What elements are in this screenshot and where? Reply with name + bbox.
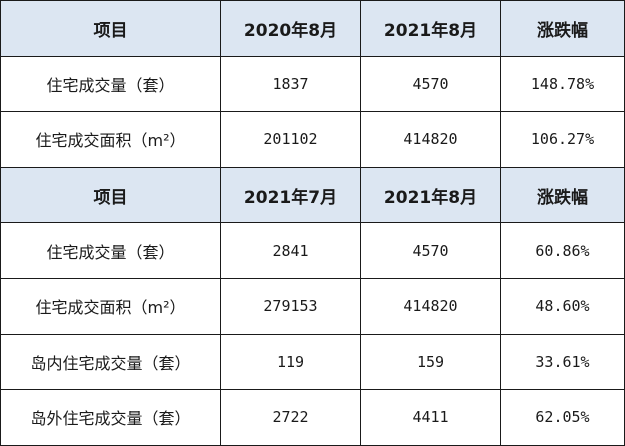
value-cell: 60.86%: [500, 222, 625, 279]
value-cell: 279153: [220, 277, 361, 335]
header-cell: 2021年8月: [360, 166, 501, 224]
row-label: 住宅成交面积（m²）: [0, 277, 221, 335]
value-cell: 106.27%: [500, 111, 625, 168]
header-cell: 涨跌幅: [500, 0, 625, 57]
row-label: 住宅成交量（套）: [0, 222, 221, 279]
header-cell: 2021年7月: [220, 166, 361, 224]
value-cell: 148.78%: [500, 55, 625, 113]
value-cell: 119: [220, 333, 361, 391]
value-cell: 4570: [360, 222, 501, 279]
header-cell: 2021年8月: [360, 0, 501, 57]
header-cell: 涨跌幅: [500, 166, 625, 224]
data-row: 住宅成交量（套） 2841 4570 60.86%: [0, 222, 625, 279]
value-cell: 201102: [220, 111, 361, 168]
header-cell: 项目: [0, 0, 221, 57]
data-row: 住宅成交量（套） 1837 4570 148.78%: [0, 55, 625, 113]
header-cell: 2020年8月: [220, 0, 361, 57]
value-cell: 2841: [220, 222, 361, 279]
header-row: 项目 2021年7月 2021年8月 涨跌幅: [0, 166, 625, 224]
value-cell: 48.60%: [500, 277, 625, 335]
value-cell: 33.61%: [500, 333, 625, 391]
data-row: 岛内住宅成交量（套） 119 159 33.61%: [0, 333, 625, 391]
row-label: 岛外住宅成交量（套）: [0, 389, 221, 446]
value-cell: 1837: [220, 55, 361, 113]
row-label: 岛内住宅成交量（套）: [0, 333, 221, 391]
data-row: 住宅成交面积（m²） 279153 414820 48.60%: [0, 277, 625, 335]
value-cell: 414820: [360, 277, 501, 335]
header-row: 项目 2020年8月 2021年8月 涨跌幅: [0, 0, 625, 57]
value-cell: 62.05%: [500, 389, 625, 446]
row-label: 住宅成交量（套）: [0, 55, 221, 113]
data-row: 岛外住宅成交量（套） 2722 4411 62.05%: [0, 389, 625, 446]
header-cell: 项目: [0, 166, 221, 224]
row-label: 住宅成交面积（m²）: [0, 111, 221, 168]
value-cell: 4570: [360, 55, 501, 113]
value-cell: 4411: [360, 389, 501, 446]
value-cell: 2722: [220, 389, 361, 446]
value-cell: 159: [360, 333, 501, 391]
value-cell: 414820: [360, 111, 501, 168]
data-row: 住宅成交面积（m²） 201102 414820 106.27%: [0, 111, 625, 168]
